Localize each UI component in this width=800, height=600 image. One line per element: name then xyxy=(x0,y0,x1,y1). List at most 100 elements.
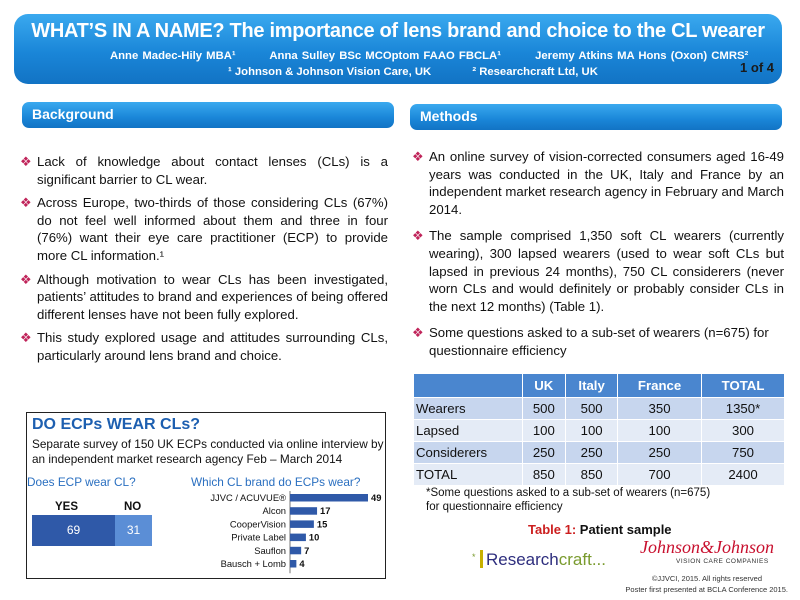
diamond-bullet-icon: ❖ xyxy=(20,271,32,287)
list-item: ❖ Although motivation to wear CLs has bee… xyxy=(20,271,388,322)
brand-label: Alcon xyxy=(263,505,286,516)
table-header-cell xyxy=(414,374,523,397)
methods-list: ❖ An online survey of vision-corrected co… xyxy=(412,148,784,366)
table-cell: TOTAL xyxy=(414,462,523,485)
methods-heading: Methods xyxy=(410,104,782,130)
table-header-cell: UK xyxy=(522,374,567,397)
table-caption: Table 1: Patient sample xyxy=(528,522,672,537)
ecp-title: DO ECPs WEAR CLs? xyxy=(32,416,201,433)
table-cell: 500 xyxy=(522,396,567,419)
table-cell: 100 xyxy=(565,418,619,441)
diamond-bullet-icon: ❖ xyxy=(20,330,32,346)
table-row: TOTAL 850 850 700 2400 xyxy=(414,462,785,485)
brand-label: Bausch + Lomb xyxy=(221,558,286,569)
table-footnote: *Some questions asked to a sub-set of we… xyxy=(426,487,711,513)
brand-bar-chart: JJVC / ACUVUE® 49 Alcon 17 CooperVision 15 Pri… xyxy=(210,491,381,574)
table-cell: Considerers xyxy=(414,440,523,463)
list-item: ❖ The sample comprised 1,350 soft CL wear… xyxy=(412,228,784,314)
brand-value-label: 15 xyxy=(317,518,327,529)
table-header-row: UK Italy France TOTAL xyxy=(414,374,785,397)
ecp-subtitle: Separate survey of 150 UK ECPs conducted… xyxy=(32,437,384,466)
page-indicator: 1 of 4 xyxy=(740,60,774,75)
brand-bar xyxy=(290,494,368,502)
affiliation-2: ² Researchcraft Ltd, UK xyxy=(472,66,598,78)
brand-bar xyxy=(290,546,302,555)
background-heading: Background xyxy=(22,102,394,128)
patient-sample-table: UK Italy France TOTAL Wearers 500 500 35… xyxy=(414,374,785,485)
author-3: Jeremy Atkins MA Hons (Oxon) CMRS² xyxy=(535,50,749,62)
brand-bar xyxy=(290,507,318,515)
conference-note: Poster first presented at BCLA Conferenc… xyxy=(625,585,788,594)
table-row: Considerers 250 250 250 750 xyxy=(414,440,785,463)
table-cell: 300 xyxy=(701,418,785,441)
table-cell: Lapsed xyxy=(414,418,523,441)
brand-value-label: 17 xyxy=(320,505,330,516)
researchcraft-star: * xyxy=(472,552,476,562)
no-label: NO xyxy=(124,501,142,513)
table-row: Lapsed 100 100 100 300 xyxy=(414,418,785,441)
poster-title: WHAT’S IN A NAME? The importance of lens… xyxy=(31,20,765,42)
authors: Anne Madec-Hily MBA¹ Anna Sulley BSc MCO… xyxy=(110,50,778,62)
table-row: Wearers 500 500 350 1350* xyxy=(414,396,785,419)
table-cell: 2400 xyxy=(701,462,785,485)
brand-label: Sauflon xyxy=(254,545,286,556)
brand-value-label: 7 xyxy=(304,545,309,556)
brand-value-label: 4 xyxy=(299,558,305,569)
table-cell: Wearers xyxy=(414,396,523,419)
diamond-bullet-icon: ❖ xyxy=(412,325,424,341)
list-item: ❖ Some questions asked to a sub-set of we… xyxy=(412,325,769,358)
jj-subtitle: VISION CARE COMPANIES xyxy=(676,558,769,565)
list-item: ❖ An online survey of vision-corrected co… xyxy=(412,149,784,217)
table-cell: 1350* xyxy=(701,396,785,419)
logo-mark-icon xyxy=(480,550,483,568)
diamond-bullet-icon: ❖ xyxy=(20,154,32,169)
table-cell: 500 xyxy=(565,396,619,419)
table-caption-label: Table 1: xyxy=(528,522,577,537)
table-cell: 100 xyxy=(617,418,703,441)
table-header-cell: France xyxy=(617,374,703,397)
table-header-cell: Italy xyxy=(565,374,619,397)
affiliations: ¹ Johnson & Johnson Vision Care, UK ² Re… xyxy=(228,66,636,78)
logo-text-craft: craft... xyxy=(558,550,606,569)
copyright: ©JJVCI, 2015. All rights reserved xyxy=(651,574,762,583)
background-list: ❖ Lack of knowledge about contact lenses … xyxy=(20,153,388,371)
brand-label: Private Label xyxy=(231,532,286,543)
no-bar: 31 xyxy=(115,515,152,546)
diamond-bullet-icon: ❖ xyxy=(412,228,424,244)
table-cell: 250 xyxy=(522,440,567,463)
diamond-bullet-icon: ❖ xyxy=(412,149,424,164)
table-cell: 100 xyxy=(522,418,567,441)
diamond-bullet-icon: ❖ xyxy=(20,195,32,211)
table-cell: 700 xyxy=(617,462,703,485)
list-item: ❖ Across Europe, two-thirds of those cons… xyxy=(20,195,388,263)
jj-logo: Johnson&Johnson xyxy=(640,537,774,557)
list-item: ❖ This study explored usage and attitudes… xyxy=(20,330,388,363)
researchcraft-logo: Researchcraft... xyxy=(480,550,606,570)
yes-label: YES xyxy=(55,501,79,513)
question-wear-cl: Does ECP wear CL? xyxy=(27,475,136,489)
brand-label: JJVC / ACUVUE® xyxy=(210,492,286,503)
brand-value-label: 10 xyxy=(309,532,319,543)
table-header-cell: TOTAL xyxy=(701,374,785,397)
table-cell: 250 xyxy=(617,440,703,463)
question-brand: Which CL brand do ECPs wear? xyxy=(191,475,361,489)
affiliation-1: ¹ Johnson & Johnson Vision Care, UK xyxy=(228,66,432,78)
brand-bar xyxy=(290,520,314,528)
table-cell: 350 xyxy=(617,396,703,419)
brand-value-label: 49 xyxy=(371,492,381,503)
brand-label: CooperVision xyxy=(230,518,286,529)
table-cell: 850 xyxy=(565,462,619,485)
brand-bar xyxy=(290,560,297,568)
logo-text-research: Research xyxy=(486,550,559,569)
title-banner: WHAT’S IN A NAME? The importance of lens… xyxy=(14,14,782,84)
ecp-survey-box: DO ECPs WEAR CLs? Separate survey of 150… xyxy=(26,412,386,579)
list-item: ❖ Lack of knowledge about contact lenses … xyxy=(20,154,388,187)
author-1: Anne Madec-Hily MBA¹ xyxy=(110,50,236,62)
author-2: Anna Sulley BSc MCOptom FAAO FBCLA¹ xyxy=(269,50,501,62)
brand-bar xyxy=(290,533,306,542)
table-cell: 750 xyxy=(701,440,785,463)
table-caption-text: Patient sample xyxy=(576,522,672,537)
table-cell: 850 xyxy=(522,462,567,485)
yes-bar: 69 xyxy=(32,515,115,546)
table-cell: 250 xyxy=(565,440,619,463)
